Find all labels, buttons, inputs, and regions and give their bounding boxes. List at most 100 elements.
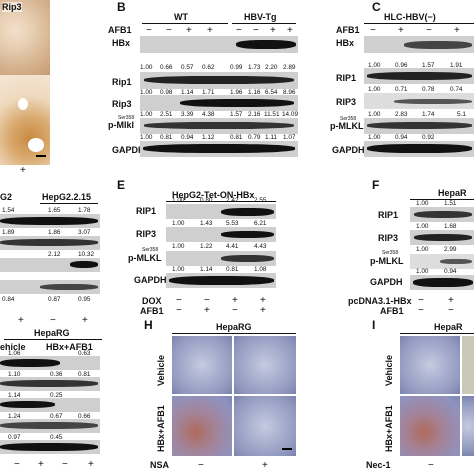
- panel-d-num: 1.54: [2, 207, 15, 214]
- panel-f-blot-pmlkl: [410, 254, 474, 269]
- panel-b-num: 1.00: [140, 89, 153, 96]
- panel-b-num: 0.94: [181, 134, 194, 141]
- panel-c-row-label: RIP1: [336, 73, 357, 83]
- panel-g-blot-4: [0, 419, 100, 433]
- panel-d-blot-1: [0, 214, 100, 228]
- panel-e-blot-gapdh: [166, 273, 276, 288]
- panel-b-num: 0.66: [160, 64, 173, 71]
- panel-b-blot-hbx: [140, 36, 298, 53]
- panel-c-letter: C: [372, 0, 381, 14]
- panel-c-treat-label: AFB1: [336, 25, 360, 35]
- panel-h-treat: NSA: [150, 460, 170, 470]
- panel-e-sign: −: [176, 305, 182, 316]
- panel-b-num: 1.71: [202, 89, 215, 96]
- panel-c-blot-rip3: [364, 93, 474, 109]
- panel-c-num: 0.96: [395, 62, 408, 69]
- panel-g-num: 0.97: [8, 434, 21, 441]
- panel-h-img-vehicle-untreated: [172, 336, 232, 394]
- panel-b-blot-pmlkl: [140, 118, 298, 134]
- panel-e-num: 5.53: [226, 220, 239, 227]
- panel-b-num: 3.39: [181, 111, 194, 118]
- panel-c-blot-hbx: [364, 36, 474, 53]
- panel-g-num: 0.81: [78, 371, 91, 378]
- panel-b-sign: −: [236, 25, 242, 36]
- panel-d-sign: +: [82, 315, 88, 326]
- panel-b-num: 0.98: [160, 89, 173, 96]
- panel-c-num: 0.92: [422, 134, 435, 141]
- panel-e-row-label: RIP1: [136, 206, 157, 216]
- panel-e-num: 2.42: [226, 197, 239, 204]
- panel-f-treat2-label: AFB1: [380, 306, 404, 316]
- panel-b-treat-label: AFB1: [108, 25, 132, 35]
- panel-i-treat: Nec-1: [366, 460, 391, 470]
- panel-b-row-label: Rip1: [112, 77, 132, 87]
- panel-g-num: 1.10: [8, 371, 21, 378]
- panel-b-num: 2.89: [283, 64, 296, 71]
- panel-e-row-label: p-MLKL: [128, 253, 162, 263]
- panel-a-ihc-top: [0, 0, 50, 75]
- panel-c-row-sup: Ser358: [340, 116, 357, 122]
- panel-a-white-gap: [18, 98, 28, 110]
- panel-b-num: 1.07: [283, 134, 296, 141]
- panel-i-sign: −: [428, 460, 434, 471]
- panel-e-num: 1.08: [254, 266, 267, 273]
- panel-c-group-line: [364, 23, 474, 24]
- panel-d-num: 1.89: [2, 229, 15, 236]
- panel-d-num: 1.86: [48, 229, 61, 236]
- panel-c-num: 0.78: [422, 86, 435, 93]
- panel-e-row-label: RIP3: [136, 229, 157, 239]
- panel-f-sign: +: [448, 295, 454, 306]
- panel-g-title-line: [4, 339, 102, 340]
- panel-b-blot-rip3: [140, 95, 298, 111]
- panel-h-title-line: [172, 333, 296, 334]
- panel-e-title-line: [166, 201, 276, 202]
- panel-f-num: 1.00: [416, 268, 429, 275]
- panel-d-blot-3: [0, 258, 100, 272]
- panel-f-row-label: p-MLKL: [370, 256, 404, 266]
- panel-e-title: HepG2-Tet-ON-HBx: [172, 190, 255, 200]
- panel-c-row-label: RIP3: [336, 97, 357, 107]
- panel-d-num: 1.65: [48, 207, 61, 214]
- panel-b-num: 1.00: [140, 64, 153, 71]
- panel-b-row-label: Rip3: [112, 99, 132, 109]
- panel-f-num: 2.99: [444, 246, 457, 253]
- panel-b-num: 1.14: [181, 89, 194, 96]
- panel-i-img-hbx: [400, 396, 460, 456]
- panel-e-blot-rip1: [166, 204, 276, 219]
- panel-f-title: HepaR: [438, 188, 467, 198]
- panel-c-num: 1.91: [450, 62, 463, 69]
- panel-b-row-sup: Ser358: [118, 115, 135, 121]
- panel-c-num: 1.00: [368, 86, 381, 93]
- panel-d-line: [40, 203, 98, 204]
- panel-c-num: 0.71: [395, 86, 408, 93]
- panel-h-img-hbx-nsa: [234, 396, 296, 456]
- panel-g-sign: +: [88, 459, 94, 470]
- panel-e-num: 1.00: [172, 197, 185, 204]
- panel-f-letter: F: [372, 178, 380, 192]
- panel-g-num: 1.06: [8, 350, 21, 357]
- panel-e-row-sup: Ser358: [142, 247, 159, 253]
- panel-c-group: HLC-HBV(−): [384, 12, 436, 22]
- panel-f-blot-rip1: [410, 207, 474, 222]
- panel-c-blot-gapdh: [364, 141, 474, 157]
- panel-d-num: 10.32: [78, 251, 94, 258]
- panel-f-row-label: RIP3: [378, 233, 399, 243]
- panel-c-row-label: HBx: [336, 38, 355, 48]
- panel-f-sign: −: [418, 295, 424, 306]
- panel-e-sign: −: [204, 295, 210, 306]
- panel-i-title: HepaR: [434, 322, 463, 332]
- panel-d-num: 1.78: [78, 207, 91, 214]
- panel-b-wt-line: [142, 23, 228, 24]
- panel-f-sign: −: [448, 305, 454, 316]
- panel-e-treat1-label: DOX: [142, 296, 162, 306]
- panel-h-row2: HBx+AFB1: [156, 405, 166, 452]
- panel-h-img-vehicle-nsa: [234, 336, 296, 394]
- panel-b-row-label: p-Mlkl: [108, 120, 134, 130]
- panel-h-title: HepaRG: [216, 322, 252, 332]
- panel-h-scalebar: [282, 448, 292, 450]
- panel-g-num: 0.63: [78, 350, 91, 357]
- panel-h-sign: +: [262, 460, 268, 471]
- panel-g-num: 0.66: [78, 413, 91, 420]
- panel-e-sign: −: [176, 295, 182, 306]
- panel-a-ihc-bottom: [0, 75, 50, 165]
